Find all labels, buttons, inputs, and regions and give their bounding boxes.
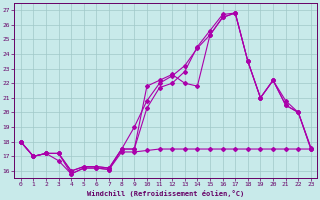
X-axis label: Windchill (Refroidissement éolien,°C): Windchill (Refroidissement éolien,°C) [87, 190, 244, 197]
